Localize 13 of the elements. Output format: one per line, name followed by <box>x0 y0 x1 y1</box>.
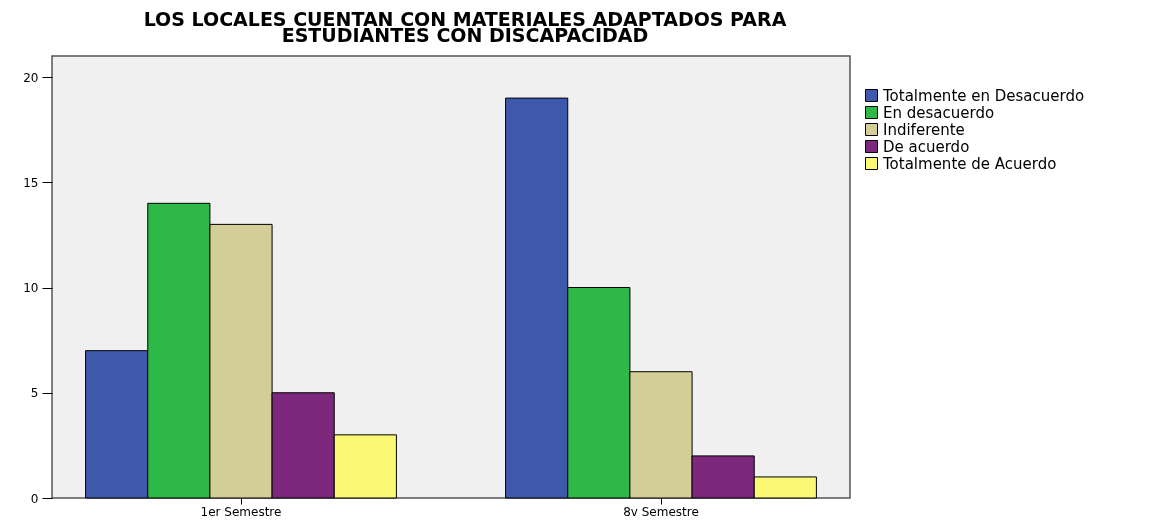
y-tick-label: 20 <box>23 70 39 85</box>
y-tick-label: 15 <box>23 175 39 190</box>
legend-label: Totalmente en Desacuerdo <box>882 86 1085 105</box>
y-tick-label: 0 <box>30 491 39 506</box>
x-tick-label: 8v Semestre <box>623 504 699 519</box>
y-tick-label: 5 <box>30 386 39 401</box>
y-tick-label: 10 <box>23 281 39 296</box>
x-tick-label: 1er Semestre <box>200 504 282 519</box>
legend-label: En desacuerdo <box>883 103 995 122</box>
legend-label: Indiferente <box>883 120 965 139</box>
legend-label: De acuerdo <box>883 137 970 156</box>
legend-label: Totalmente de Acuerdo <box>882 154 1057 173</box>
chart-title: LOS LOCALES CUENTAN CON MATERIALES ADAPTADOS PARA ESTUDIANTES CON DISCAPACIDAD <box>143 8 787 46</box>
